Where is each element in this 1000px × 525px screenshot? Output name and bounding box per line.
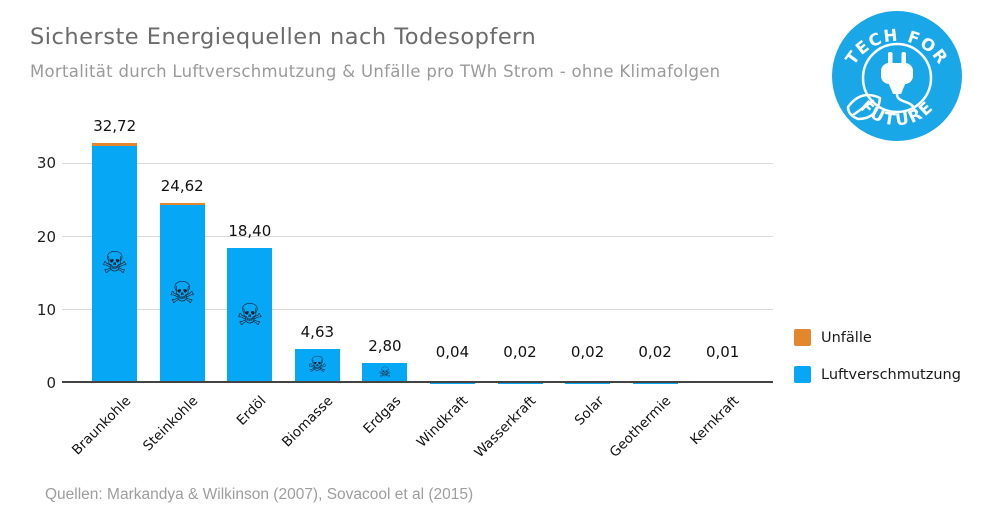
- value-label-geothermie: 0,02: [638, 343, 672, 361]
- page-subtitle: Mortalität durch Luftverschmutzung & Unf…: [30, 62, 721, 81]
- bar-segment-luftverschmutzung: ☠: [227, 248, 273, 383]
- y-tick-label-30: 30: [36, 154, 56, 173]
- bar-erdgas: ☠: [362, 362, 408, 383]
- bar-segment-luftverschmutzung: ☠: [92, 145, 138, 383]
- skull-icon: ☠: [236, 297, 264, 333]
- bar-braunkohle: ☠: [92, 143, 138, 383]
- bar-segment-luftverschmutzung: ☠: [159, 204, 205, 383]
- source-citation: Quellen: Markandya & Wilkinson (2007), S…: [45, 486, 474, 503]
- legend-swatch-luftverschmutzung: [794, 366, 811, 383]
- skull-icon: ☠: [307, 353, 328, 379]
- x-tick-label-kernkraft: Kernkraft: [686, 393, 742, 449]
- bar-steinkohle: ☠: [159, 202, 205, 383]
- gridline-10: [62, 309, 773, 311]
- page-title: Sicherste Energiequellen nach Todesopfer…: [30, 24, 537, 50]
- x-tick-label-geothermie: Geothermie: [606, 393, 675, 461]
- bar-erd-l: ☠: [227, 248, 273, 383]
- legend-item-luftverschmutzung: Luftverschmutzung: [794, 366, 961, 383]
- bar-segment-unfaelle: [92, 143, 138, 146]
- skull-icon: ☠: [378, 364, 392, 381]
- value-label-erdgas: 2,80: [368, 336, 402, 355]
- value-label-erd-l: 18,40: [228, 222, 272, 241]
- leaf-icon: [846, 93, 882, 121]
- value-label-biomasse: 4,63: [300, 323, 335, 342]
- y-tick-label-10: 10: [36, 300, 56, 319]
- x-tick-label-solar: Solar: [571, 393, 607, 429]
- legend-label-unfaelle: Unfälle: [821, 329, 872, 346]
- gridline-30: [62, 162, 773, 164]
- value-label-windkraft: 0,04: [435, 343, 470, 361]
- value-label-steinkohle: 24,62: [160, 176, 204, 195]
- legend-item-unfaelle: Unfälle: [794, 329, 872, 346]
- value-label-braunkohle: 32,72: [93, 117, 137, 136]
- value-label-wasserkraft: 0,02: [503, 343, 537, 361]
- tech-for-future-logo: TECH FOR FUTURE: [832, 11, 962, 141]
- bar-segment-luftverschmutzung: ☠: [362, 362, 408, 383]
- bar-biomasse: ☠: [294, 349, 340, 383]
- plug-icon: [861, 42, 933, 114]
- skull-icon: ☠: [101, 246, 129, 282]
- skull-icon: ☠: [168, 275, 196, 311]
- bar-segment-unfaelle: [159, 202, 205, 205]
- y-tick-label-0: 0: [46, 374, 56, 392]
- legend-label-luftverschmutzung: Luftverschmutzung: [821, 366, 961, 383]
- bar-segment-luftverschmutzung: ☠: [294, 349, 340, 383]
- legend-swatch-unfaelle: [794, 329, 811, 346]
- value-label-kernkraft: 0,01: [705, 343, 740, 361]
- gridline-20: [62, 236, 773, 238]
- y-tick-label-20: 20: [36, 227, 56, 246]
- value-label-solar: 0,02: [570, 343, 605, 361]
- x-axis-line: [62, 381, 773, 383]
